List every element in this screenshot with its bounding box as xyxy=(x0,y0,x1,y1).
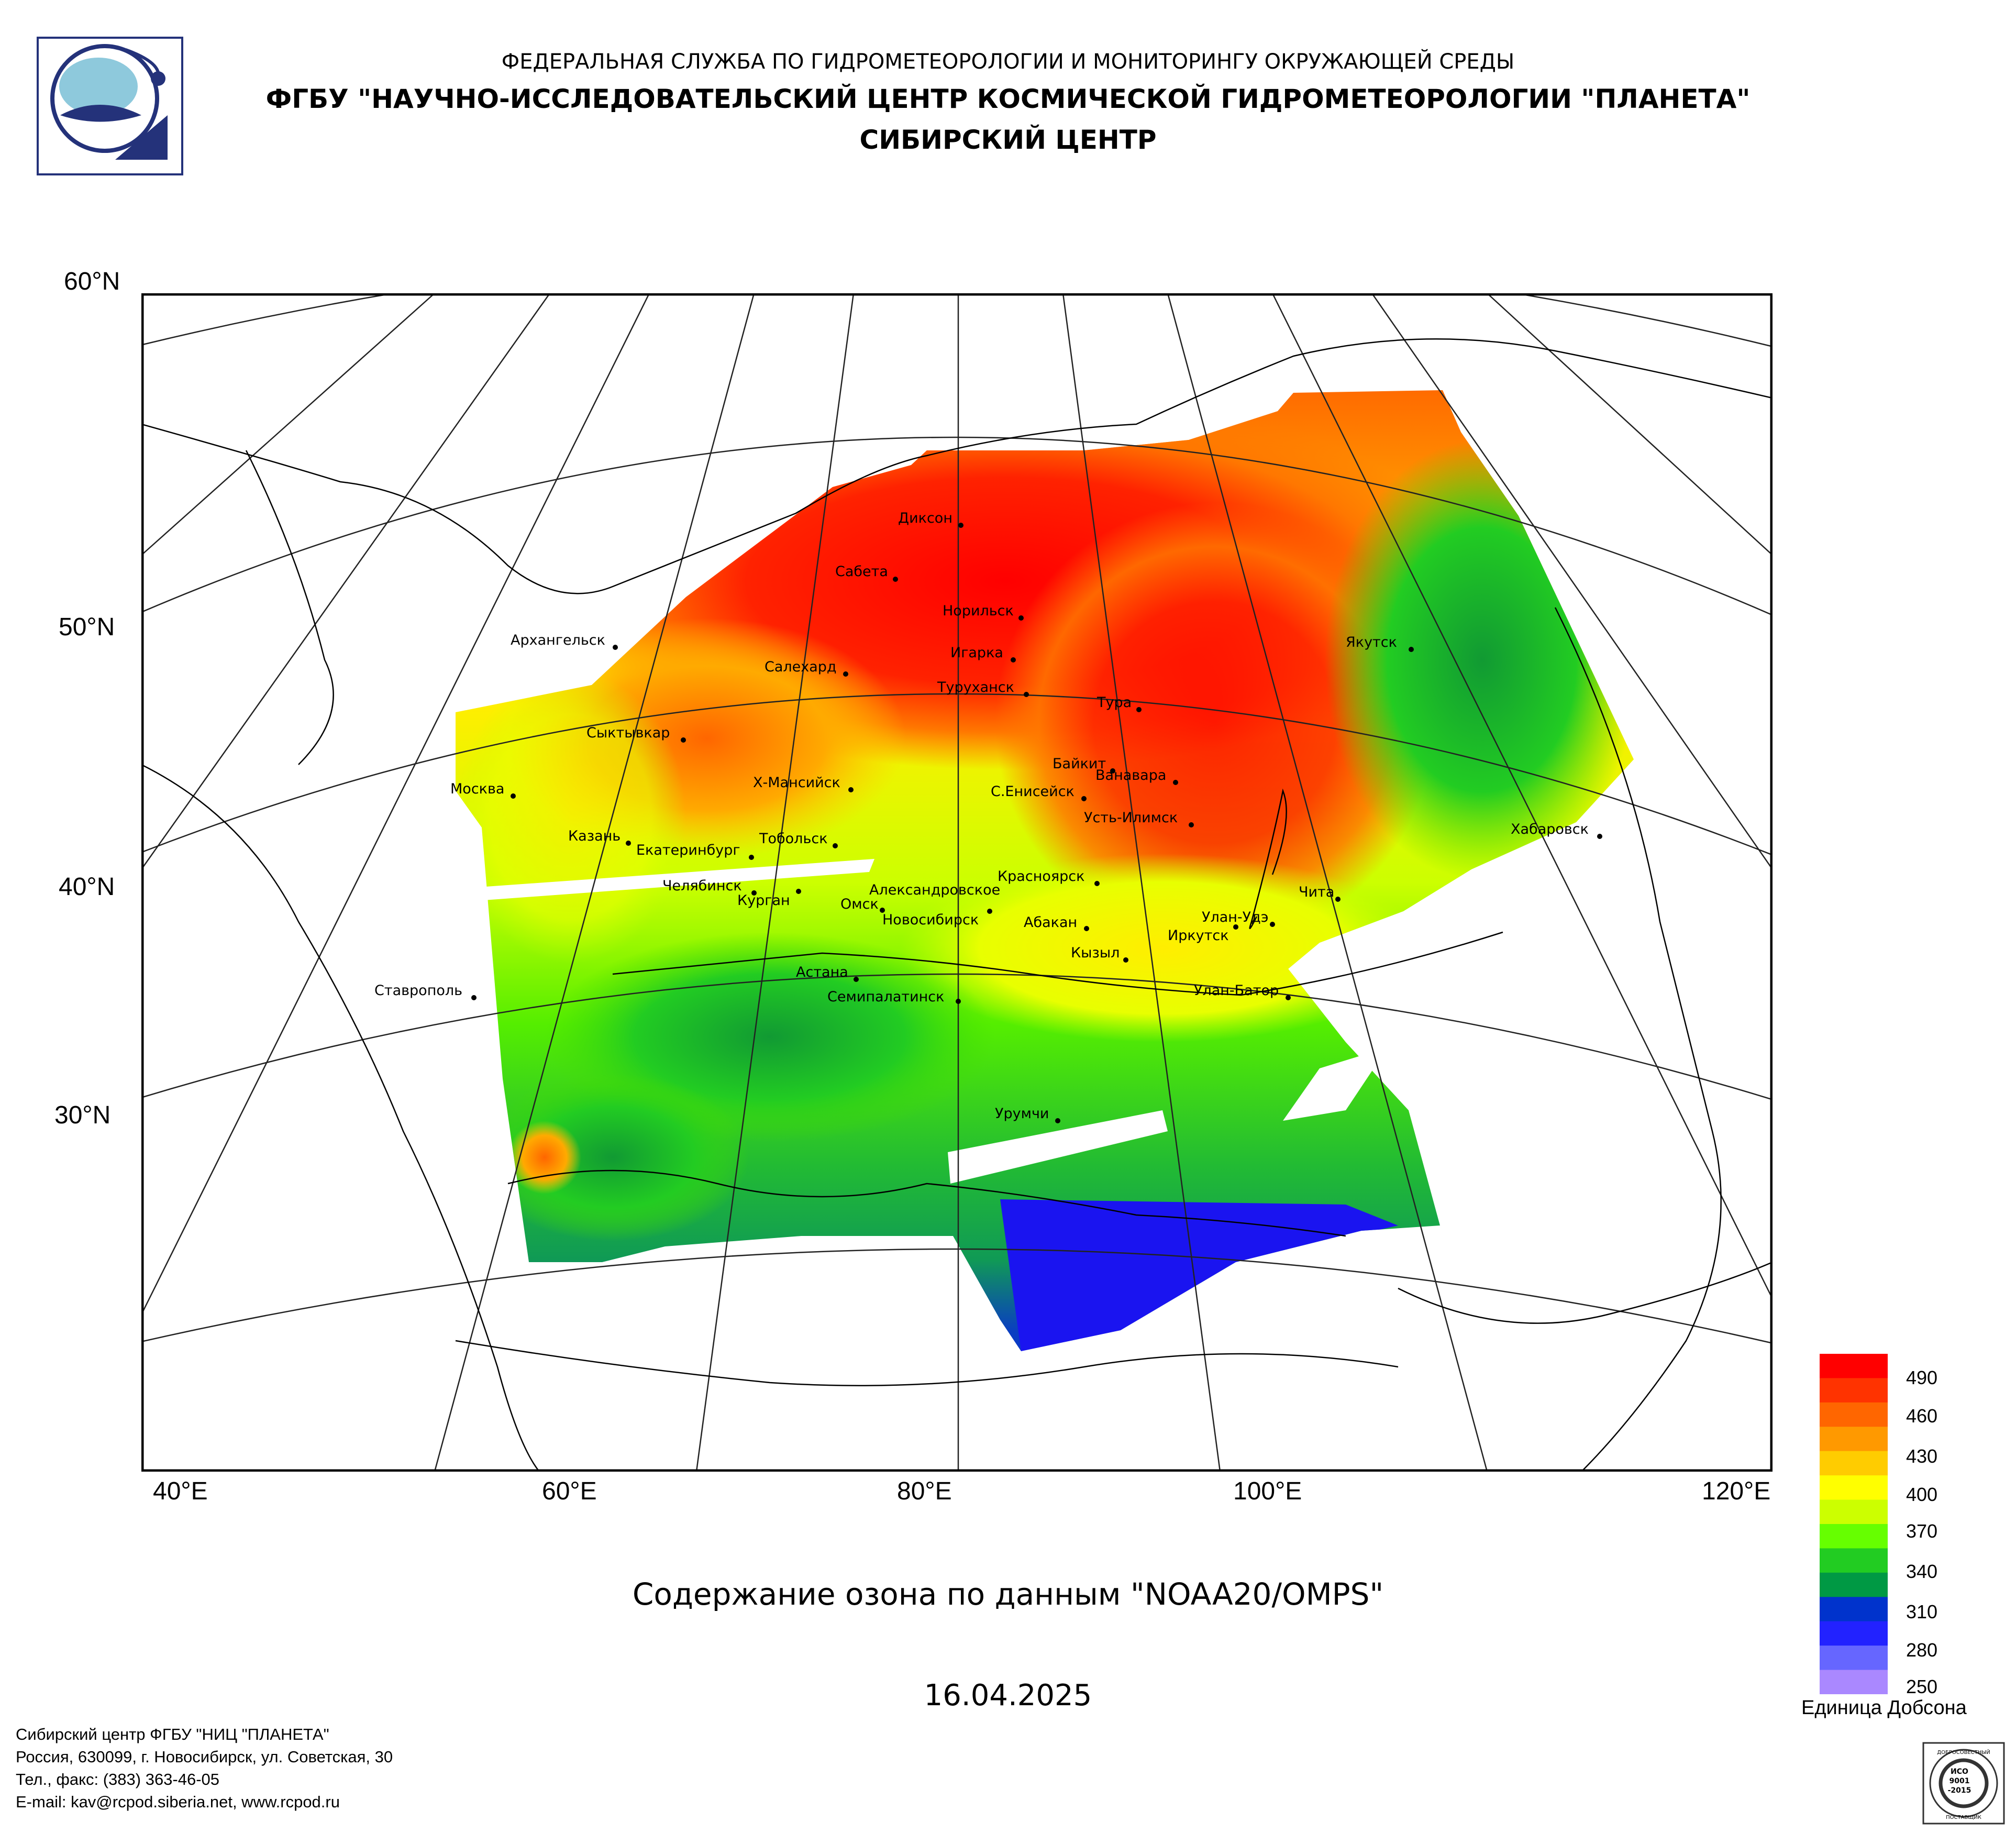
lat-label-40: 40°N xyxy=(59,873,115,901)
legend-swatch xyxy=(1820,1524,1888,1549)
city-ekaterinburg: Екатеринбург xyxy=(636,842,740,858)
legend-tick-490: 490 xyxy=(1906,1367,1938,1388)
city-vanavara: Ванавара xyxy=(1095,767,1166,783)
city-salekhard: Салехард xyxy=(765,659,837,675)
city-yakutsk: Якутск xyxy=(1346,634,1397,650)
legend-swatch xyxy=(1820,1646,1888,1671)
legend-swatch xyxy=(1820,1621,1888,1646)
lon-label-80: 80°E xyxy=(897,1477,952,1505)
city-kurgan: Курган xyxy=(737,892,790,909)
legend-tick-280: 280 xyxy=(1906,1639,1938,1661)
legend-swatch xyxy=(1820,1451,1888,1476)
legend-swatch xyxy=(1820,1378,1888,1403)
city-novosibirsk: Новосибирск xyxy=(882,912,979,928)
city-urumqi: Урумчи xyxy=(995,1106,1049,1122)
legend-swatch xyxy=(1820,1499,1888,1525)
city-s-eniseysk: С.Енисейск xyxy=(991,783,1075,800)
city-kyzyl: Кызыл xyxy=(1071,945,1120,961)
city-ulan-bator: Улан-Батор xyxy=(1194,982,1279,999)
city-moscow: Москва xyxy=(450,781,504,797)
lat-label-60: 60°N xyxy=(64,268,120,295)
legend-tick-250: 250 xyxy=(1906,1676,1938,1697)
city-dikson: Диксон xyxy=(898,510,952,526)
stamp-bottom-text: ПОСТАВЩИК xyxy=(1946,1815,1981,1820)
legend-swatch xyxy=(1820,1475,1888,1500)
stamp-9001: 9001 xyxy=(1949,1777,1970,1785)
city-ulan-ude: Улан-Удэ xyxy=(1202,909,1269,925)
lon-label-100: 100°E xyxy=(1233,1477,1302,1505)
stamp-iso: ИСО xyxy=(1951,1768,1968,1776)
planeta-logo xyxy=(37,37,183,175)
colorbar xyxy=(1820,1354,1888,1694)
city-abakan: Абакан xyxy=(1024,914,1077,931)
legend-tick-340: 340 xyxy=(1906,1561,1938,1582)
legend-tick-370: 370 xyxy=(1906,1520,1938,1542)
city-baykit: Байкит xyxy=(1053,756,1106,772)
city-omsk: Омск xyxy=(840,896,879,912)
city-syktyvkar: Сыктывкар xyxy=(586,725,670,741)
legend-swatch xyxy=(1820,1548,1888,1573)
city-semipalatinsk: Семипалатинск xyxy=(827,989,944,1005)
city-khabarovsk: Хабаровск xyxy=(1511,821,1589,837)
city-krasnoyarsk: Красноярск xyxy=(998,868,1084,885)
legend-unit: Единица Добсона xyxy=(1801,1697,1967,1719)
header-agency: ФЕДЕРАЛЬНАЯ СЛУЖБА ПО ГИДРОМЕТЕОРОЛОГИИ … xyxy=(501,50,1515,74)
footer-contacts: Сибирский центр ФГБУ "НИЦ "ПЛАНЕТА" Росс… xyxy=(16,1723,393,1813)
map-date: 16.04.2025 xyxy=(924,1679,1092,1713)
legend-swatch xyxy=(1820,1597,1888,1622)
footer-phone: Тел., факс: (383) 363-46-05 xyxy=(16,1770,220,1788)
city-tura: Тура xyxy=(1096,694,1132,711)
stamp-2015: -2015 xyxy=(1948,1786,1971,1795)
map-title: Содержание озона по данным "NOAA20/OMPS" xyxy=(632,1576,1384,1612)
legend-tick-430: 430 xyxy=(1906,1445,1938,1467)
city-tobolsk: Тобольск xyxy=(759,831,828,847)
city-chelyabinsk: Челябинск xyxy=(662,878,742,894)
lat-label-30: 30°N xyxy=(54,1101,111,1129)
city-khanty-mansiysk: Х-Мансийск xyxy=(753,775,840,791)
footer-org: Сибирский центр ФГБУ "НИЦ "ПЛАНЕТА" xyxy=(16,1725,329,1743)
legend-tick-460: 460 xyxy=(1906,1405,1938,1427)
city-arkhangelsk: Архангельск xyxy=(511,632,605,648)
legend-swatch xyxy=(1820,1354,1888,1378)
city-igarka: Игарка xyxy=(950,645,1003,661)
city-astana: Астана xyxy=(796,964,848,980)
city-irkutsk: Иркутск xyxy=(1168,927,1229,944)
lon-label-120: 120°E xyxy=(1702,1477,1771,1505)
city-aleksandrovskoe: Александровское xyxy=(869,882,1000,898)
footer-email: E-mail: kav@rcpod.siberia.net, www.rcpod… xyxy=(16,1793,340,1811)
legend-tick-310: 310 xyxy=(1906,1601,1938,1622)
legend-swatch xyxy=(1820,1427,1888,1452)
iso-stamp: ДОБРОСОВЕСТНЫЙ ИСО 9001 -2015 ПОСТАВЩИК xyxy=(1922,1742,2005,1825)
legend-tick-400: 400 xyxy=(1906,1484,1938,1505)
city-ust-ilimsk: Усть-Илимск xyxy=(1084,810,1178,826)
city-norilsk: Норильск xyxy=(943,603,1014,619)
legend-swatch xyxy=(1820,1670,1888,1694)
stamp-top-text: ДОБРОСОВЕСТНЫЙ xyxy=(1937,1749,1990,1755)
city-kazan: Казань xyxy=(568,828,621,844)
ozone-map: Диксон Сабета Норильск Игарка Салехард Т… xyxy=(141,293,1773,1472)
city-sabeta: Сабета xyxy=(835,564,888,580)
lat-label-50: 50°N xyxy=(59,613,115,641)
city-stavropol: Ставрополь xyxy=(374,982,462,999)
lon-label-40: 40°E xyxy=(153,1477,208,1505)
city-turukhansk: Туруханск xyxy=(937,679,1014,695)
lon-label-60: 60°E xyxy=(542,1477,597,1505)
legend-swatch xyxy=(1820,1572,1888,1597)
footer-address: Россия, 630099, г. Новосибирск, ул. Сове… xyxy=(16,1748,393,1766)
legend-swatch xyxy=(1820,1402,1888,1427)
header-center: СИБИРСКИЙ ЦЕНТР xyxy=(859,125,1157,155)
header-institute: ФГБУ "НАУЧНО-ИССЛЕДОВАТЕЛЬСКИЙ ЦЕНТР КОС… xyxy=(265,84,1751,114)
city-chita: Чита xyxy=(1299,884,1334,900)
